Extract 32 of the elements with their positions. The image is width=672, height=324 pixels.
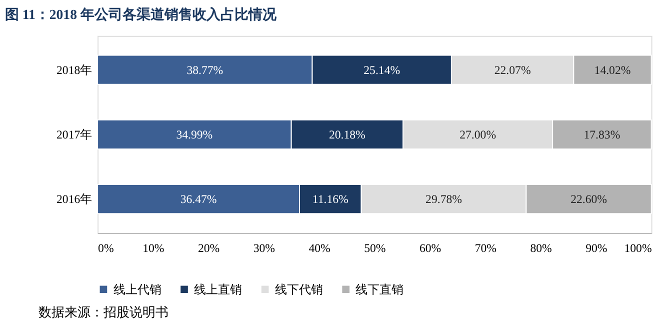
data-label: 11.16% [312, 192, 349, 206]
data-label: 27.00% [460, 127, 496, 142]
data-label: 22.60% [570, 192, 608, 206]
data-label: 25.14% [364, 62, 400, 77]
x-tick-label: 80% [530, 241, 552, 256]
x-tick-label: 50% [364, 241, 386, 256]
legend-label: 线下代销 [274, 282, 323, 296]
data-label: 34.99% [176, 127, 213, 142]
legend-label: 线下直销 [356, 282, 404, 296]
data-label: 36.47% [180, 192, 217, 206]
data-label: 17.83% [584, 127, 620, 142]
y-tick-label: 2017年 [56, 127, 92, 142]
x-tick-label: 10% [142, 241, 164, 256]
chart-title: 图 11：2018 年公司各渠道销售收入占比情况 [4, 6, 278, 22]
y-tick-label: 2016年 [56, 192, 92, 206]
y-tick-label: 2018年 [56, 62, 92, 77]
x-tick-label: 90% [586, 241, 608, 256]
x-tick-label: 30% [253, 241, 276, 256]
x-tick-label: 20% [198, 241, 220, 256]
data-label: 38.77% [186, 62, 224, 77]
data-label: 29.78% [426, 192, 462, 206]
data-label: 14.02% [594, 62, 631, 77]
x-tick-label: 0% [98, 241, 114, 256]
x-tick-label: 40% [308, 241, 331, 256]
x-tick-label: 100% [624, 241, 652, 256]
x-tick-label: 70% [474, 241, 497, 256]
legend-label: 线上代销 [113, 282, 162, 296]
source-note: 数据来源：招股说明书 [38, 306, 168, 320]
legend-label: 线上直销 [194, 282, 242, 296]
x-tick-label: 60% [419, 241, 442, 256]
data-label: 22.07% [494, 62, 531, 77]
data-label: 20.18% [328, 127, 366, 142]
